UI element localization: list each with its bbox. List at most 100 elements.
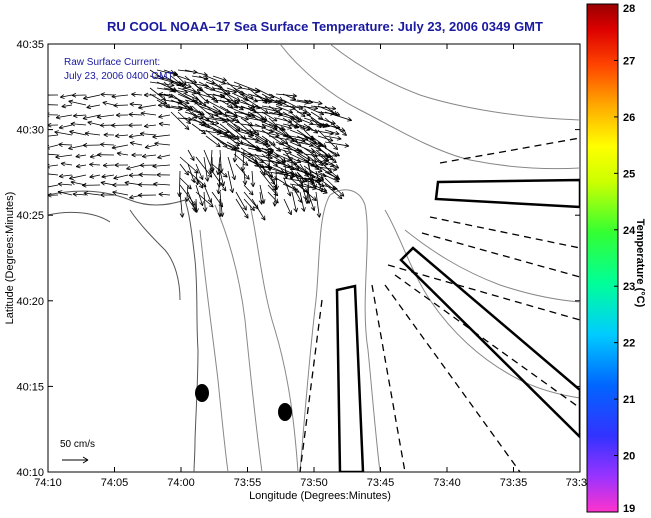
current-vector bbox=[240, 149, 246, 172]
current-vector bbox=[324, 129, 340, 136]
y-axis-ticks: 40:35 40:30 40:25 40:20 40:15 40:10 bbox=[16, 39, 580, 479]
current-vector bbox=[103, 132, 115, 138]
current-vector bbox=[111, 93, 129, 99]
current-vector bbox=[48, 184, 59, 188]
current-vector bbox=[87, 120, 101, 126]
current-vector bbox=[283, 198, 292, 216]
current-vector bbox=[113, 174, 129, 180]
current-vector bbox=[157, 154, 171, 160]
current-vector bbox=[156, 172, 171, 178]
current-vector bbox=[251, 198, 266, 221]
current-vector bbox=[70, 121, 87, 127]
y-tick-label: 40:10 bbox=[16, 467, 44, 479]
current-vector bbox=[216, 177, 222, 195]
current-vector bbox=[58, 124, 73, 130]
current-vector bbox=[317, 129, 339, 150]
current-vector bbox=[187, 149, 195, 161]
current-vector bbox=[315, 170, 324, 193]
current-vector bbox=[310, 105, 337, 111]
current-vector bbox=[137, 192, 157, 198]
current-vector bbox=[275, 123, 293, 130]
current-vector bbox=[304, 184, 310, 204]
current-vector bbox=[272, 184, 278, 207]
current-vector bbox=[48, 122, 59, 128]
current-vector bbox=[289, 156, 295, 180]
current-vector bbox=[100, 92, 115, 97]
x-tick-label: 74:00 bbox=[167, 477, 195, 489]
current-annotation-line2: July 23, 2006 0400 GMT bbox=[64, 71, 174, 82]
current-vector bbox=[227, 156, 236, 181]
current-vector bbox=[195, 163, 204, 181]
current-vector bbox=[57, 181, 73, 187]
current-vector bbox=[233, 129, 255, 137]
current-vector bbox=[235, 191, 247, 211]
current-vector bbox=[315, 156, 333, 174]
current-vector bbox=[48, 94, 59, 96]
y-tick-label: 40:35 bbox=[16, 39, 44, 51]
current-vector bbox=[129, 141, 143, 146]
current-vector bbox=[149, 81, 175, 88]
current-vector bbox=[227, 170, 235, 193]
current-vector bbox=[48, 102, 59, 107]
current-vector bbox=[152, 163, 171, 169]
x-tick-label: 73:55 bbox=[234, 477, 262, 489]
current-vector bbox=[324, 171, 341, 180]
y-axis-label: Latitude (Degrees:Minutes) bbox=[4, 191, 16, 325]
current-vector bbox=[139, 131, 157, 137]
current-vector bbox=[310, 183, 328, 192]
current-vector bbox=[48, 112, 59, 118]
current-vector bbox=[55, 154, 73, 160]
current-vector bbox=[324, 123, 346, 132]
colorbar-tick-label: 27 bbox=[623, 55, 635, 67]
current-vector bbox=[153, 181, 171, 187]
current-vector bbox=[143, 123, 157, 129]
current-vector bbox=[48, 144, 59, 150]
current-vector bbox=[261, 111, 278, 122]
current-vector bbox=[317, 117, 336, 125]
current-vector bbox=[247, 123, 260, 136]
current-vector bbox=[275, 93, 297, 99]
current-vector bbox=[324, 183, 343, 200]
current-vector bbox=[101, 174, 115, 179]
current-vector bbox=[177, 81, 192, 89]
current-vector bbox=[129, 101, 143, 107]
current-vector bbox=[198, 93, 217, 100]
colorbar-tick-label: 19 bbox=[623, 503, 635, 515]
current-vector bbox=[102, 100, 115, 106]
current-vector bbox=[283, 156, 289, 179]
current-vector bbox=[48, 173, 59, 176]
current-vector bbox=[141, 153, 157, 159]
current-vector bbox=[203, 184, 213, 203]
current-vector bbox=[163, 93, 190, 105]
current-vector bbox=[217, 198, 223, 218]
current-vector bbox=[139, 162, 157, 168]
current-vector bbox=[158, 114, 171, 119]
current-vector bbox=[268, 93, 284, 102]
current-vector bbox=[198, 117, 220, 125]
current-vector bbox=[60, 161, 73, 167]
current-vector bbox=[267, 149, 273, 172]
current-vector bbox=[296, 147, 317, 163]
current-vector bbox=[82, 114, 101, 121]
colorbar-label: Temperature (°C) bbox=[634, 218, 646, 308]
current-vector bbox=[100, 142, 115, 147]
current-vector bbox=[73, 113, 87, 119]
x-tick-label: 73:50 bbox=[300, 477, 328, 489]
current-vector bbox=[58, 142, 73, 147]
x-tick-label: 73:45 bbox=[367, 477, 395, 489]
current-vector bbox=[195, 156, 213, 178]
current-vector bbox=[112, 190, 129, 196]
current-vector bbox=[299, 191, 306, 212]
current-vector bbox=[310, 165, 338, 172]
current-vector bbox=[194, 170, 200, 186]
current-vector bbox=[243, 198, 255, 211]
mooring-marker-west bbox=[195, 384, 209, 402]
current-vector bbox=[258, 191, 264, 205]
current-vector bbox=[317, 171, 340, 183]
current-vector bbox=[69, 174, 87, 181]
current-vector bbox=[170, 111, 190, 131]
current-vector bbox=[179, 191, 185, 218]
coastline bbox=[48, 190, 199, 472]
current-vector bbox=[154, 141, 171, 147]
x-axis-label: Longitude (Degrees:Minutes) bbox=[249, 490, 391, 502]
